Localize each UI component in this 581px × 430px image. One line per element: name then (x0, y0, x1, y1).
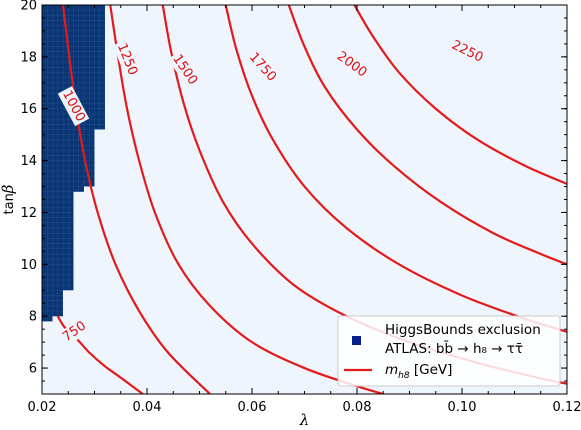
contour-2250 (353, 5, 567, 185)
contour-label-bg (332, 47, 372, 82)
y-tick-label: 16 (20, 102, 37, 117)
y-axis-label: tanβ (0, 184, 17, 214)
y-axis-label-symbol: β (0, 184, 17, 194)
contour-1000 (61, 5, 211, 394)
legend-box (337, 315, 561, 387)
y-tick-label: 14 (20, 154, 37, 169)
contour-label-bg (57, 86, 90, 127)
y-axis-label-prefix: tan (2, 193, 17, 214)
legend: HiggsBounds exclusion ATLAS: bb̄ → h₈ → … (337, 315, 561, 387)
x-tick-label: 0.08 (343, 400, 372, 415)
contour-label-bg (58, 317, 91, 347)
legend-entry-mass: mh8 [GeV] (385, 362, 452, 381)
contour-label-bg (244, 48, 281, 87)
legend-entry-atlas: ATLAS: bb̄ → h₈ → ττ̄ (385, 340, 523, 357)
x-tick-label: 0.02 (28, 400, 57, 415)
plot-frame (41, 4, 568, 395)
legend-mass-subscript: h8 (398, 371, 410, 381)
x-tick-label: 0.10 (448, 400, 477, 415)
y-tick-label: 10 (20, 258, 37, 273)
contour-label-bg (167, 50, 202, 90)
contour-label-bg (112, 39, 142, 80)
axis-ticks: 0.02 0.04 0.06 0.08 0.10 0.12 6 8 10 12 14 16 18 20 (20, 0, 581, 415)
x-tick-label: 0.12 (553, 400, 581, 415)
y-tick-label: 6 (29, 362, 37, 377)
y-tick-label: 20 (20, 0, 37, 14)
legend-entry-exclusion: HiggsBounds exclusion (385, 322, 541, 338)
x-tick-label: 0.06 (238, 400, 267, 415)
y-tick-label: 18 (20, 50, 37, 65)
x-axis-label: λ (299, 411, 310, 429)
contour-2000 (287, 5, 567, 266)
y-tick-label: 12 (20, 206, 37, 221)
legend-mass-unit: [GeV] (410, 362, 453, 378)
contour-1250 (109, 5, 384, 394)
contour-label-group: 750 (58, 317, 91, 347)
contour-label-bg (447, 36, 488, 67)
y-tick-label: 8 (29, 310, 37, 325)
legend-mass-symbol: m (385, 362, 398, 378)
contour-750 (56, 315, 144, 394)
contour-1750 (224, 5, 567, 333)
legend-square-icon (352, 336, 361, 345)
x-tick-label: 0.04 (133, 400, 162, 415)
